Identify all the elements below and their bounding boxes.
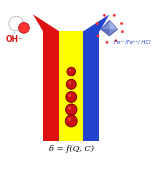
Circle shape — [66, 104, 77, 115]
Text: OH⁻: OH⁻ — [6, 35, 23, 44]
Circle shape — [106, 41, 108, 44]
Circle shape — [113, 14, 116, 17]
Polygon shape — [83, 31, 100, 141]
Text: Fe²⁺/Fe³⁺/ HCl: Fe²⁺/Fe³⁺/ HCl — [114, 39, 150, 44]
Text: δ = f(Q, C): δ = f(Q, C) — [49, 145, 94, 153]
Circle shape — [68, 106, 71, 110]
Polygon shape — [83, 0, 139, 31]
Circle shape — [66, 92, 77, 102]
Circle shape — [120, 22, 123, 25]
Circle shape — [68, 94, 71, 97]
Polygon shape — [59, 31, 83, 141]
Circle shape — [68, 81, 71, 84]
Polygon shape — [101, 20, 117, 36]
Circle shape — [66, 79, 76, 89]
Polygon shape — [43, 31, 59, 141]
Circle shape — [68, 117, 71, 121]
Circle shape — [96, 22, 98, 25]
Circle shape — [121, 30, 124, 33]
Polygon shape — [109, 20, 117, 29]
Circle shape — [19, 22, 29, 33]
Circle shape — [65, 115, 77, 127]
Circle shape — [103, 14, 106, 17]
Polygon shape — [101, 29, 109, 36]
Circle shape — [9, 16, 24, 31]
Circle shape — [115, 39, 117, 42]
Circle shape — [69, 69, 71, 72]
Circle shape — [67, 67, 75, 76]
Polygon shape — [4, 0, 59, 31]
Circle shape — [97, 34, 99, 37]
